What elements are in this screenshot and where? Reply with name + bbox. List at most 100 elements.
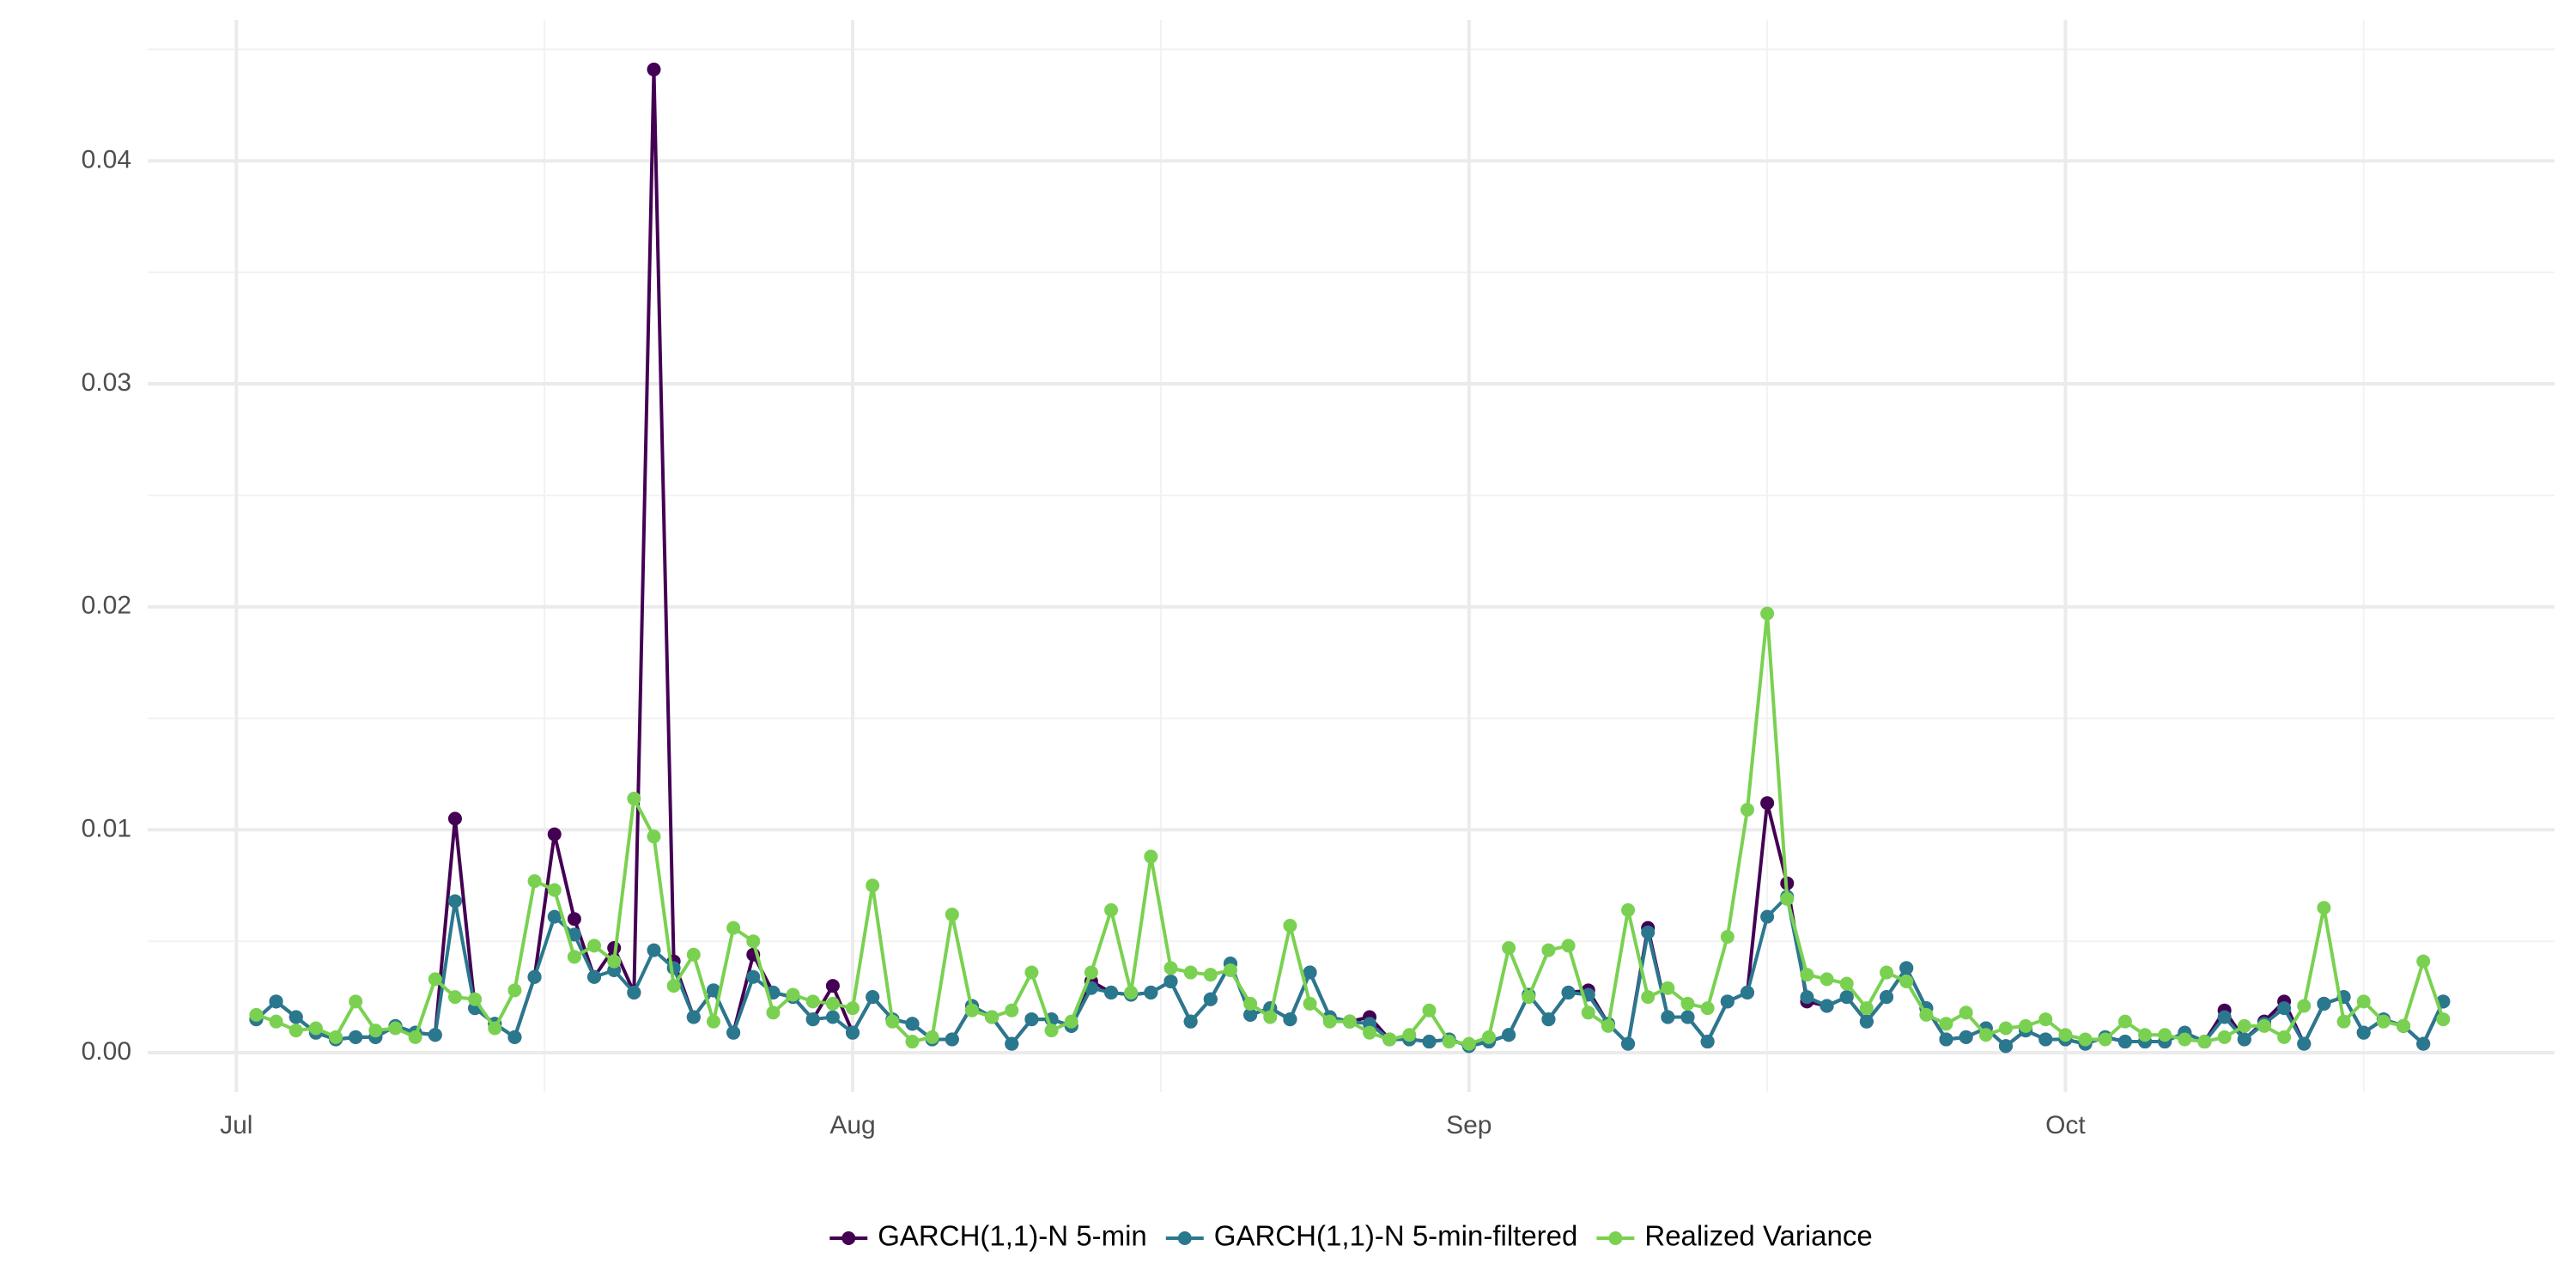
data-point xyxy=(1263,1010,1278,1024)
data-point xyxy=(1661,1010,1675,1024)
data-point xyxy=(1303,996,1317,1011)
data-point xyxy=(1581,1005,1595,1020)
data-point xyxy=(1243,1007,1258,1022)
data-point xyxy=(766,1005,781,1020)
data-point xyxy=(1163,974,1178,988)
data-point xyxy=(2217,1030,2232,1044)
data-point xyxy=(408,1030,422,1044)
data-point xyxy=(726,920,741,935)
x-tick-label: Sep xyxy=(1446,1111,1492,1139)
data-point xyxy=(945,1032,959,1047)
data-point xyxy=(627,985,641,999)
data-point xyxy=(1541,1012,1556,1027)
data-point xyxy=(1481,1030,1496,1044)
data-point xyxy=(825,979,840,993)
data-point xyxy=(428,1028,442,1042)
data-point xyxy=(1899,974,1914,988)
data-point xyxy=(686,947,701,962)
data-point xyxy=(2317,996,2331,1011)
data-point xyxy=(1720,994,1735,1009)
data-point xyxy=(1760,909,1775,924)
data-point xyxy=(447,894,462,908)
axes: 0.00 0.01 0.02 0.03 0.04 Jul Aug Sep Oct xyxy=(82,145,2087,1139)
data-point xyxy=(1859,1014,1874,1029)
data-point xyxy=(1303,965,1317,980)
data-point xyxy=(647,829,661,844)
data-point xyxy=(1243,996,1258,1011)
data-point xyxy=(368,1024,383,1038)
data-point xyxy=(2058,1028,2073,1042)
data-point xyxy=(1203,968,1218,982)
data-point xyxy=(2376,1014,2391,1029)
legend-key-point xyxy=(1177,1231,1192,1245)
data-point xyxy=(647,943,661,957)
legend-key-point xyxy=(841,1231,856,1245)
data-point xyxy=(686,1010,701,1024)
data-point xyxy=(2277,1030,2292,1044)
data-point xyxy=(746,969,761,984)
data-point xyxy=(706,1014,720,1029)
data-point xyxy=(2138,1028,2153,1042)
data-point xyxy=(925,1030,939,1044)
data-point xyxy=(1541,943,1556,957)
data-point xyxy=(289,1024,303,1038)
data-point xyxy=(1601,1018,1615,1033)
data-point xyxy=(1880,965,1894,980)
data-point xyxy=(1680,1010,1695,1024)
data-point xyxy=(1064,1014,1078,1029)
legend-label: GARCH(1,1)-N 5-min-filtered xyxy=(1214,1220,1578,1252)
data-point xyxy=(2078,1032,2093,1047)
y-tick-label: 0.02 xyxy=(82,592,131,620)
data-point xyxy=(1641,990,1656,1005)
data-point xyxy=(964,1003,979,1018)
data-point xyxy=(547,909,562,924)
data-point xyxy=(905,1017,920,1031)
data-point xyxy=(2019,1018,2033,1033)
legend-key-point xyxy=(1608,1231,1623,1245)
data-point xyxy=(2356,1025,2371,1040)
data-point xyxy=(1005,1003,1019,1018)
data-point xyxy=(2416,954,2431,969)
data-point xyxy=(2237,1032,2251,1047)
data-point xyxy=(1104,985,1119,999)
data-point xyxy=(2237,1018,2251,1033)
data-point xyxy=(627,792,641,806)
data-point xyxy=(2317,901,2331,915)
data-point xyxy=(249,1007,264,1022)
data-point xyxy=(1998,1021,2013,1036)
data-point xyxy=(2158,1028,2172,1042)
data-point xyxy=(985,1010,999,1024)
data-point xyxy=(1502,940,1516,955)
data-point xyxy=(567,912,581,927)
data-point xyxy=(1978,1028,1993,1042)
data-point xyxy=(329,1030,343,1044)
data-point xyxy=(1183,965,1198,980)
data-point xyxy=(1283,919,1297,933)
data-point xyxy=(1283,1012,1297,1027)
data-point xyxy=(1422,1035,1437,1049)
data-point xyxy=(1939,1032,1953,1047)
data-point xyxy=(2356,994,2371,1009)
data-point xyxy=(1163,961,1178,975)
data-point xyxy=(1203,992,1218,1006)
data-point xyxy=(2197,1035,2212,1049)
data-point xyxy=(825,996,840,1011)
data-point xyxy=(1422,1003,1437,1018)
y-tick-label: 0.00 xyxy=(82,1037,131,1066)
data-point xyxy=(805,1012,820,1027)
data-point xyxy=(2336,1014,2351,1029)
data-point xyxy=(547,827,562,841)
data-point xyxy=(567,950,581,964)
data-point xyxy=(488,1021,502,1036)
series-line xyxy=(255,67,2445,1048)
data-point xyxy=(1402,1028,1417,1042)
data-point xyxy=(1839,990,1854,1005)
data-point xyxy=(567,927,581,942)
data-point xyxy=(1959,1005,1973,1020)
data-point xyxy=(269,1014,283,1029)
data-point xyxy=(1700,1001,1715,1016)
data-point xyxy=(2217,1010,2232,1024)
data-point xyxy=(1859,1001,1874,1016)
